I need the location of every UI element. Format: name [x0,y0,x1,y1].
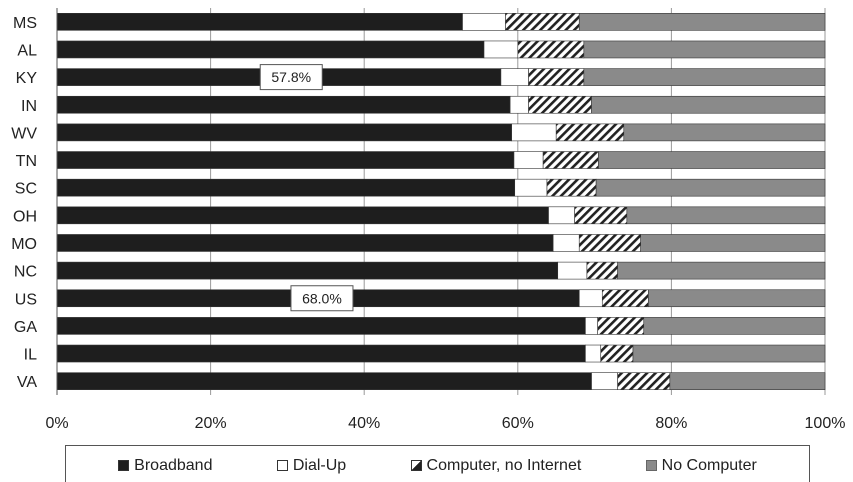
category-label-nc: NC [14,264,37,281]
category-label-ms: MS [13,15,37,32]
bar-segment-sc-computer-no-internet [546,178,597,197]
bar-segment-ms-broadband [56,13,463,31]
gridlines [56,8,826,395]
bar-segment-us-no-computer [648,289,826,308]
bar-segment-mo-computer-no-internet [578,234,641,252]
bar-segment-oh-no-computer [626,206,826,225]
bar-segment-in-broadband [56,95,511,114]
bar-segment-in-computer-no-internet [528,95,592,114]
x-tick-label-0: 0% [45,415,68,432]
bar-segment-tn-dial-up [513,151,544,169]
legend-item-nocomputer: No Computer [645,456,757,475]
annotation-box-us [290,285,354,312]
bar-segment-va-dial-up [591,372,618,390]
category-label-al: AL [17,42,37,59]
bar-segment-nc-broadband [56,261,559,280]
bar-segment-ga-computer-no-internet [597,317,645,335]
category-label-in: IN [21,98,37,115]
bar-segment-ky-dial-up [500,68,529,86]
bar-segment-oh-broadband [56,206,549,225]
bar-segment-nc-dial-up [557,261,588,280]
category-label-ky: KY [16,70,38,87]
bars [56,13,826,390]
bar-segment-al-broadband [56,40,485,59]
x-tick-label-100: 100% [805,415,846,432]
category-label-wv: WV [11,125,37,142]
category-label-us: US [15,291,37,308]
legend-swatch-dialup [276,460,288,471]
bar-segment-wv-no-computer [623,123,826,142]
bar-segment-nc-no-computer [617,261,826,280]
bar-segment-tn-no-computer [598,151,826,169]
category-label-mo: MO [11,236,37,253]
bar-segment-al-dial-up [483,40,519,59]
bar-segment-va-computer-no-internet [617,372,671,390]
bar-segment-in-dial-up [509,95,529,114]
bar-segment-tn-broadband [56,151,515,169]
legend-item-nointernet: Computer, no Internet [410,456,582,475]
bar-segment-ms-computer-no-internet [505,13,580,31]
legend-swatch-nocomputer [645,460,657,471]
category-label-sc: SC [15,181,37,198]
x-tick-label-40: 40% [348,415,380,432]
category-label-ga: GA [14,319,37,336]
bar-segment-in-no-computer [591,95,826,114]
bar-segment-us-computer-no-internet [601,289,649,308]
legend-swatch-broadband [118,460,130,471]
bar-segment-wv-computer-no-internet [555,123,625,142]
category-label-tn: TN [16,153,37,170]
bar-segment-wv-broadband [56,123,512,142]
axes: MS AL KY IN WV TN SC OH MO NC US GA IL VA 0% 20% 40% 60% 8… [11,8,845,432]
bar-segment-il-dial-up [585,344,602,363]
legend-label-nointernet: Computer, no Internet [426,456,582,474]
bar-segment-sc-no-computer [595,178,826,197]
annotation-label-ky: 57.8% [271,69,311,85]
bar-segment-nc-computer-no-internet [586,261,618,280]
bar-segment-al-no-computer [583,40,826,59]
legend-label-nocomputer: No Computer [661,456,757,474]
bar-segment-il-no-computer [632,344,826,363]
bar-segment-mo-no-computer [640,234,826,252]
legend-item-broadband: Broadband [118,457,212,475]
x-tick-label-80: 80% [655,415,687,432]
legend-item-dialup: Dial-Up [276,456,347,475]
bar-segment-ga-dial-up [585,317,598,335]
bar-segment-ms-no-computer [578,13,826,31]
category-label-oh: OH [13,208,37,225]
bar-segment-mo-broadband [56,234,554,252]
bar-segment-al-computer-no-internet [517,40,585,59]
legend-swatch-nointernet [410,460,422,471]
bar-segment-sc-broadband [56,178,516,197]
chart-legend: Broadband Dial-Up Computer, no Internet … [65,445,810,482]
bar-segment-il-broadband [56,344,586,363]
bar-segment-ky-computer-no-internet [528,68,585,86]
x-tick-label-20: 20% [195,415,227,432]
annotation-box-ky [259,64,323,91]
bar-segment-oh-dial-up [548,206,575,225]
bar-segment-wv-dial-up [511,123,557,142]
legend-label-broadband: Broadband [134,456,213,474]
annotations: 57.8% 68.0% [259,64,354,312]
bar-segment-sc-dial-up [514,178,548,197]
bar-segment-va-broadband [56,372,592,390]
bar-segment-ga-no-computer [643,317,826,335]
bar-segment-mo-dial-up [552,234,580,252]
category-label-il: IL [24,347,37,364]
bar-segment-va-no-computer [669,372,826,390]
bar-segment-oh-computer-no-internet [574,206,628,225]
annotation-label-us: 68.0% [302,290,342,306]
x-tick-label-60: 60% [502,415,534,432]
bar-segment-ky-no-computer [583,68,826,86]
bar-segment-ms-dial-up [462,13,506,31]
bar-segment-us-dial-up [578,289,603,308]
legend-label-dialup: Dial-Up [292,456,347,474]
bar-segment-ga-broadband [56,317,586,335]
bar-segment-tn-computer-no-internet [542,151,599,169]
bar-segment-il-computer-no-internet [600,344,634,363]
category-label-va: VA [17,374,37,391]
